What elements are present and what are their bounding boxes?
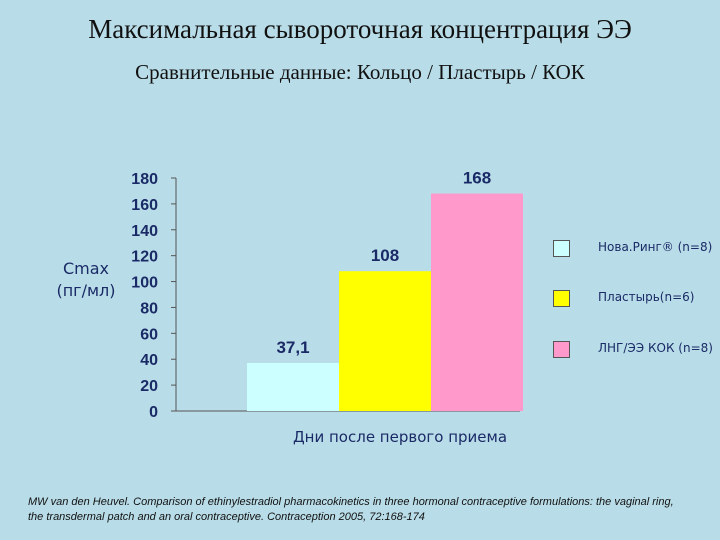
- data-label-2: 108: [371, 246, 399, 265]
- slide-title: Максимальная сывороточная концентрация Э…: [88, 14, 632, 44]
- y-axis-label: Cmax (пг/мл): [36, 258, 136, 302]
- y-axis-label-line2: (пг/мл): [56, 281, 116, 300]
- legend-label-coc: ЛНГ/ЭЭ КОК (n=8): [598, 341, 713, 355]
- x-axis-label: Дни после первого приема: [292, 428, 508, 446]
- y-tick-label: 20: [140, 378, 158, 395]
- data-label-3: 168: [463, 169, 491, 188]
- legend-swatch-patch: [553, 290, 570, 307]
- y-tick-label: 80: [140, 300, 158, 317]
- y-tick-label: 160: [131, 197, 158, 214]
- legend-label-ring: Нова.Ринг® (n=8): [598, 240, 713, 254]
- y-tick-label: 0: [149, 404, 158, 421]
- data-label-1: 37,1: [276, 338, 309, 357]
- y-tick-label: 40: [140, 352, 158, 369]
- y-tick-label: 120: [131, 249, 158, 266]
- y-tick-label: 180: [131, 171, 158, 188]
- bar-3: [431, 193, 523, 411]
- y-tick-label: 140: [131, 223, 158, 240]
- y-tick-label: 60: [140, 326, 158, 343]
- legend-swatch-coc: [553, 341, 570, 358]
- legend-label-patch: Пластырь(n=6): [598, 290, 695, 304]
- y-tick-label: 100: [131, 275, 158, 292]
- bar-1: [247, 362, 339, 411]
- legend-swatch-ring: [553, 240, 570, 257]
- bar-2: [339, 271, 431, 411]
- citation: MW van den Heuvel. Comparison of ethinyl…: [28, 496, 674, 523]
- slide-subtitle: Сравнительные данные: Кольцо / Пластырь …: [135, 60, 585, 84]
- y-axis-label-line1: Cmax: [62, 259, 110, 278]
